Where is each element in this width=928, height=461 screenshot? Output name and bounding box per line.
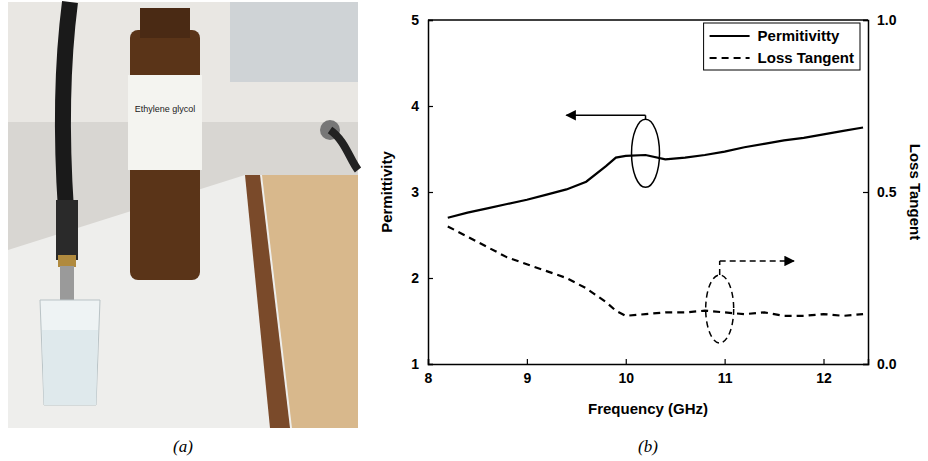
tick-label: 8 [425, 370, 433, 386]
tick: 4 [411, 98, 433, 114]
tick-mark [823, 359, 824, 364]
annotation-ellipse [706, 275, 734, 343]
tick-label: 5 [411, 12, 419, 28]
tick: 1 [411, 356, 433, 372]
tick-label: 11 [718, 370, 733, 386]
bottle-label-text: Ethylene glycol [135, 104, 196, 114]
legend-label: Permitivitty [758, 27, 840, 44]
photo-probe-cable [63, 2, 70, 210]
panel-label: (b) [638, 437, 658, 456]
tick: 1.0 [863, 12, 897, 28]
tick: 12 [816, 359, 832, 386]
x-axis: 8 9 10 11 12 [425, 359, 869, 386]
photo-board [262, 175, 358, 428]
tick: 0.5 [863, 184, 897, 200]
tick-label: 9 [523, 370, 531, 386]
tick-label: 3 [411, 184, 419, 200]
tick-label: 10 [618, 370, 634, 386]
tick: 3 [411, 184, 433, 200]
legend: Permitivitty Loss Tangent [704, 23, 860, 70]
plot-frame-top [428, 19, 868, 21]
tick-label: 2 [411, 270, 419, 286]
legend-item: Loss Tangent [710, 49, 854, 66]
panel-label: (a) [173, 437, 193, 456]
legend-box [704, 23, 860, 70]
tick: 11 [718, 359, 733, 386]
tick-label: 4 [411, 98, 419, 114]
y-axis: 1 2 3 4 5 [411, 12, 433, 372]
tick-label: 0.0 [877, 356, 897, 372]
tick-mark [428, 106, 433, 107]
y2-axis-title: Loss Tangent [907, 144, 924, 240]
figure: Ethylene glycol(a)89101112123450.00.51.0… [0, 0, 928, 461]
tick-label: 1.0 [877, 12, 897, 28]
y-axis-title: Permittivity [378, 150, 395, 232]
tick-mark [428, 192, 433, 193]
tick-mark [626, 359, 627, 364]
tick-label: 1 [411, 356, 419, 372]
legend-swatch [710, 57, 750, 59]
legend-label: Loss Tangent [758, 49, 854, 66]
photo-liquid [42, 330, 98, 405]
plot-area [448, 128, 863, 316]
annotation-line [719, 261, 721, 275]
tick: 0.0 [863, 356, 897, 372]
photo-panel: Ethylene glycol [8, 2, 358, 428]
tick-mark [725, 359, 726, 364]
annotation-arrow [720, 260, 794, 262]
series-line [448, 226, 863, 315]
photo-bottle-neck [140, 8, 190, 38]
legend-swatch [710, 35, 750, 37]
annotations [566, 115, 793, 343]
tick: 9 [523, 359, 531, 386]
tick: 10 [618, 359, 634, 386]
tick-mark [863, 364, 868, 365]
y2-axis: 0.0 0.5 1.0 [863, 12, 897, 372]
axis-line [863, 21, 869, 365]
tick-mark [428, 364, 433, 365]
photo-probe-body [56, 200, 78, 260]
photo-cable [330, 130, 358, 170]
tick-label: 0.5 [877, 184, 897, 200]
tick-mark [863, 192, 868, 193]
photo-probe-ring [58, 255, 76, 267]
series-line [448, 128, 863, 218]
x-axis-title: Frequency (GHz) [588, 400, 708, 417]
photo-instrument [230, 2, 358, 82]
annotation-ellipse [632, 119, 660, 187]
photo-background [8, 2, 358, 428]
photo-bottle-label [128, 75, 202, 170]
axis-line [429, 359, 869, 365]
tick-label: 12 [816, 370, 832, 386]
tick: 2 [411, 270, 433, 286]
tick-mark [428, 278, 433, 279]
axis-line [429, 21, 434, 365]
tick-mark [527, 359, 528, 364]
annotation-arrow [566, 115, 645, 117]
legend-item: Permitivitty [710, 27, 840, 44]
photo-beaker [40, 300, 100, 405]
